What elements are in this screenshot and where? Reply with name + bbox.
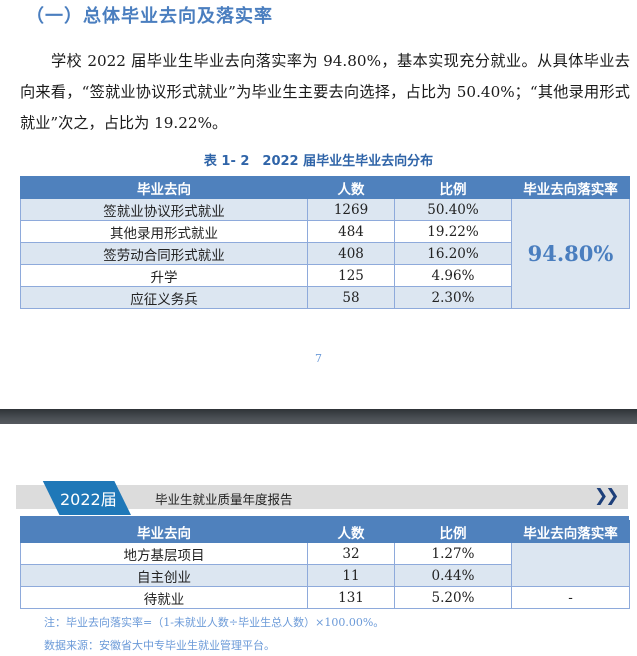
header-count: 人数 xyxy=(307,176,395,199)
cell-ratio: 50.40% xyxy=(394,198,512,221)
table-row: 签劳动合同形式就业 408 16.20% xyxy=(20,242,630,265)
table-caption: 表 1- 2 2022 届毕业生毕业去向分布 xyxy=(203,154,434,169)
table-row: 签就业协议形式就业 1269 50.40% 94.80% xyxy=(20,198,630,309)
cell-ratio: 0.44% xyxy=(394,564,512,587)
report-banner: 2022届 毕业生就业质量年度报告 ❯❯ xyxy=(16,481,628,515)
cell-count: 32 xyxy=(307,542,395,565)
cell-destination: 签就业协议形式就业 xyxy=(20,198,308,221)
cell-count: 131 xyxy=(307,586,395,609)
cell-ratio: 1.27% xyxy=(394,542,512,565)
table-header-row: 毕业去向 人数 比例 毕业去向落实率 xyxy=(20,520,630,543)
cell-destination: 自主创业 xyxy=(20,564,308,587)
cell-destination: 其他录用形式就业 xyxy=(20,220,308,243)
cell-ratio: 16.20% xyxy=(394,242,512,265)
data-source-note: 数据来源：安徽省大中专毕业生就业管理平台。 xyxy=(44,639,275,652)
year-badge xyxy=(42,481,131,515)
header-count: 人数 xyxy=(307,520,395,543)
destination-distribution-table: 毕业去向 人数 比例 毕业去向落实率 签就业协议形式就业 1269 50.40%… xyxy=(20,176,630,309)
banner-accent-strip xyxy=(20,516,629,520)
cell-destination: 签劳动合同形式就业 xyxy=(20,242,308,265)
cell-ratio: 2.30% xyxy=(394,286,512,309)
cell-ratio: 19.22% xyxy=(394,220,512,243)
cell-placement-rate: - xyxy=(511,586,630,609)
cell-count: 1269 xyxy=(307,198,395,221)
header-placement-rate: 毕业去向落实率 xyxy=(511,176,630,199)
cell-count: 58 xyxy=(307,286,395,309)
table-row: 地方基层项目 32 1.27% xyxy=(20,542,630,587)
cell-destination: 应征义务兵 xyxy=(20,286,308,309)
cell-destination: 地方基层项目 xyxy=(20,542,308,565)
summary-paragraph: 学校 2022 届毕业生毕业去向落实率为 94.80%，基本实现充分就业。从具体… xyxy=(20,52,630,132)
section-title: （一）总体毕业去向及落实率 xyxy=(26,6,273,27)
placement-rate-value: 94.80% xyxy=(511,198,630,309)
cell-count: 11 xyxy=(307,564,395,587)
header-destination: 毕业去向 xyxy=(20,520,308,543)
cell-destination: 待就业 xyxy=(20,586,308,609)
table-row: 应征义务兵 58 2.30% xyxy=(20,286,630,309)
cell-ratio: 4.96% xyxy=(394,264,512,287)
page-separator xyxy=(0,409,637,424)
year-badge-label: 2022届 xyxy=(60,490,117,509)
cell-count: 408 xyxy=(307,242,395,265)
cell-count: 484 xyxy=(307,220,395,243)
table-row: 自主创业 11 0.44% xyxy=(20,564,630,587)
table-row: 其他录用形式就业 484 19.22% xyxy=(20,220,630,243)
double-chevron-right-icon: ❯❯ xyxy=(594,486,619,506)
formula-note: 注：毕业去向落实率=（1-未就业人数÷毕业生总人数）×100.00%。 xyxy=(44,616,385,629)
cell-count: 125 xyxy=(307,264,395,287)
placement-rate-continued xyxy=(511,542,630,587)
table-row: 待就业 131 5.20% - xyxy=(20,586,630,609)
destination-distribution-table-continued: 毕业去向 人数 比例 毕业去向落实率 地方基层项目 32 1.27% 自主创业 … xyxy=(20,520,630,609)
banner-title: 毕业生就业质量年度报告 xyxy=(155,492,293,507)
header-destination: 毕业去向 xyxy=(20,176,308,199)
header-placement-rate: 毕业去向落实率 xyxy=(511,520,630,543)
header-ratio: 比例 xyxy=(394,520,512,543)
cell-destination: 升学 xyxy=(20,264,308,287)
header-ratio: 比例 xyxy=(394,176,512,199)
table-header-row: 毕业去向 人数 比例 毕业去向落实率 xyxy=(20,176,630,199)
cell-ratio: 5.20% xyxy=(394,586,512,609)
page-number: 7 xyxy=(315,352,322,365)
